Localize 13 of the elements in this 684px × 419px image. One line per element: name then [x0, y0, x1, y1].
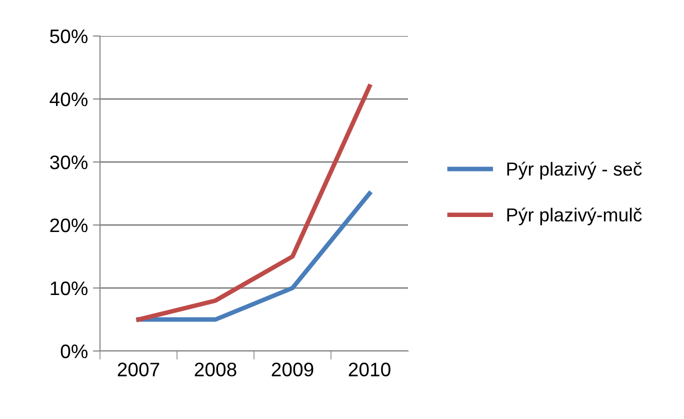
y-tick-label: 20%	[50, 218, 88, 232]
y-tick-label: 0%	[60, 344, 88, 358]
y-tick-label: 50%	[50, 29, 88, 44]
y-tick-label: 40%	[50, 92, 88, 106]
legend-label: Pýr plazivý - seč	[507, 162, 642, 180]
x-tick-label: 2009	[272, 362, 314, 376]
x-tick-label: 2008	[194, 362, 236, 376]
x-tick-label: 2010	[348, 362, 390, 376]
y-tick-label: 10%	[50, 281, 88, 296]
legend-label: Pýr plazivý-mulč	[507, 208, 642, 226]
x-tick-label: 2007	[118, 362, 160, 376]
y-tick-label: 30%	[50, 155, 88, 170]
line-series	[136, 84, 372, 322]
